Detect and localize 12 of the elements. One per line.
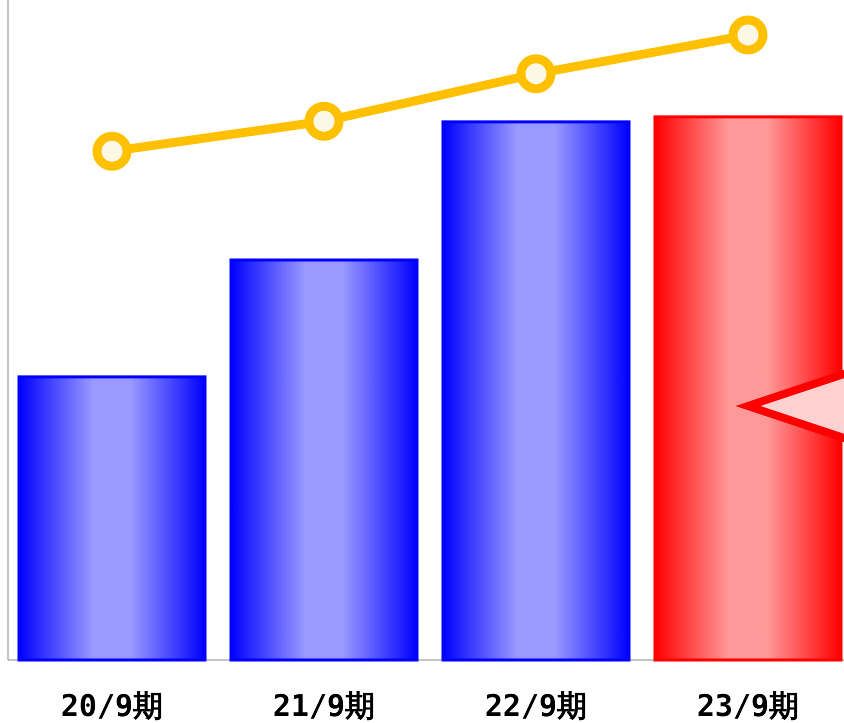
- point: [728, 16, 768, 54]
- bar: [442, 120, 630, 662]
- point: [304, 102, 344, 141]
- x-tick-label: 23/9期: [696, 689, 800, 723]
- point: [92, 132, 132, 171]
- point: [516, 54, 556, 94]
- bar: [654, 115, 842, 662]
- x-tick-label: 21/9期: [272, 689, 376, 723]
- bar: [230, 258, 418, 662]
- x-tick-label: 22/9期: [484, 689, 588, 723]
- bar: [18, 375, 206, 662]
- x-tick-label: 20/9期: [60, 689, 164, 723]
